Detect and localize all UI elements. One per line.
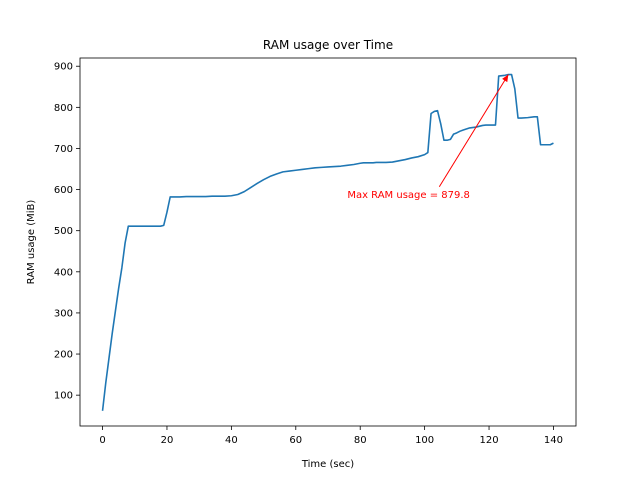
y-tick-label: 200	[54, 350, 73, 361]
y-tick-label: 600	[54, 185, 73, 196]
chart-title: RAM usage over Time	[263, 38, 393, 52]
y-tick-label: 900	[54, 62, 73, 73]
x-tick-label: 40	[225, 435, 238, 446]
y-tick-label: 700	[54, 144, 73, 155]
x-tick-label: 20	[161, 435, 174, 446]
x-axis-ticks: 0 20 40 60 80 100 120 140	[99, 426, 563, 446]
x-tick-label: 0	[99, 435, 105, 446]
plot-frame	[79, 57, 577, 427]
y-axis-label: RAM usage (MiB)	[26, 200, 37, 285]
y-axis-ticks: 100 200 300 400 500 600 700 800 900	[54, 62, 80, 402]
series-line-0	[101, 73, 554, 411]
x-tick-label: 100	[415, 435, 434, 446]
x-tick-label: 60	[289, 435, 302, 446]
x-tick-label: 120	[479, 435, 498, 446]
y-tick-label: 400	[54, 267, 73, 278]
max-annotation-text: Max RAM usage = 879.8	[347, 190, 470, 201]
y-tick-label: 300	[54, 308, 73, 319]
x-tick-label: 140	[544, 435, 563, 446]
x-tick-label: 80	[354, 435, 367, 446]
annotation-layer: Max RAM usage = 879.8	[347, 74, 509, 201]
annotation-arrowhead	[502, 74, 509, 83]
line-layer	[101, 73, 554, 411]
annotation-arrow-line	[438, 74, 509, 188]
y-tick-label: 500	[54, 226, 73, 237]
y-tick-label: 100	[54, 391, 73, 402]
y-tick-label: 800	[54, 103, 73, 114]
x-axis-label: Time (sec)	[301, 459, 354, 470]
